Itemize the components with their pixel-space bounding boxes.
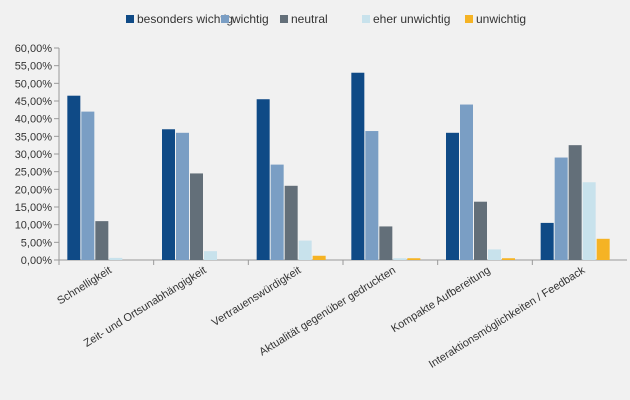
legend-label-3: eher unwichtig [373, 12, 450, 26]
x-category-label-5: Interaktionsmöglichkeiten / Feedback [427, 264, 588, 371]
bar-0-3 [109, 257, 123, 260]
bar-0-0 [67, 95, 81, 260]
bar-2-0 [256, 99, 270, 260]
bar-5-0 [540, 222, 554, 260]
bar-5-2 [568, 145, 582, 260]
y-tick-label-1: 5,00% [21, 237, 52, 249]
bar-4-3 [488, 249, 501, 260]
legend-label-1: wichtig [231, 12, 269, 26]
bar-2-3 [298, 240, 312, 260]
y-tick-label-4: 20,00% [15, 184, 53, 196]
bar-3-3 [393, 258, 407, 260]
y-axis: 0,00% 5,00% 10,00% 15,00% 20,00% 25,00% 30,00%… [15, 43, 60, 267]
legend-label-4: unwichtig [476, 12, 526, 26]
legend-label-0: besonders wichtig [137, 12, 233, 26]
y-tick-label-12: 60,00% [15, 43, 53, 55]
bar-2-2 [284, 185, 298, 260]
y-tick-label-3: 15,00% [15, 202, 53, 214]
legend-swatch-4 [465, 15, 473, 23]
bar-0-2 [95, 221, 109, 260]
x-category-label-2: Vertrauenswürdigkeit [210, 264, 303, 329]
bar-0-1 [81, 111, 95, 260]
bar-4-0 [446, 132, 459, 260]
bar-4-2 [474, 201, 487, 260]
bar-5-1 [554, 157, 568, 260]
bar-3-2 [379, 226, 393, 260]
bar-4-4 [502, 258, 515, 260]
y-tick-label-0: 0,00% [21, 255, 52, 267]
bar-1-2 [190, 173, 203, 260]
bar-2-1 [270, 164, 284, 260]
y-tick-label-5: 25,00% [15, 167, 53, 179]
y-tick-label-11: 55,00% [15, 61, 53, 73]
bar-5-4 [596, 238, 610, 260]
y-tick-label-10: 50,00% [15, 78, 53, 90]
y-tick-label-6: 30,00% [15, 149, 53, 161]
legend-swatch-0 [126, 15, 134, 23]
bar-1-1 [176, 132, 189, 260]
y-tick-label-2: 10,00% [15, 220, 53, 232]
y-tick-label-9: 45,00% [15, 96, 53, 108]
bar-4-1 [460, 104, 473, 261]
y-tick-label-8: 40,00% [15, 114, 53, 126]
bar-2-4 [312, 255, 326, 260]
bars [67, 72, 610, 261]
legend-swatch-1 [221, 15, 229, 23]
bar-5-3 [582, 182, 596, 260]
x-category-label-0: Schnelligkeit [55, 264, 114, 307]
x-category-label-4: Kompakte Aufbereitung [389, 264, 492, 335]
y-tick-label-7: 35,00% [15, 131, 53, 143]
bar-3-4 [407, 258, 421, 260]
legend-swatch-2 [280, 15, 288, 23]
legend-label-2: neutral [291, 12, 328, 26]
legend-swatch-3 [362, 15, 370, 23]
bar-1-3 [204, 251, 217, 260]
bar-1-0 [162, 129, 175, 260]
bar-3-1 [365, 131, 379, 260]
bar-3-0 [351, 72, 365, 260]
